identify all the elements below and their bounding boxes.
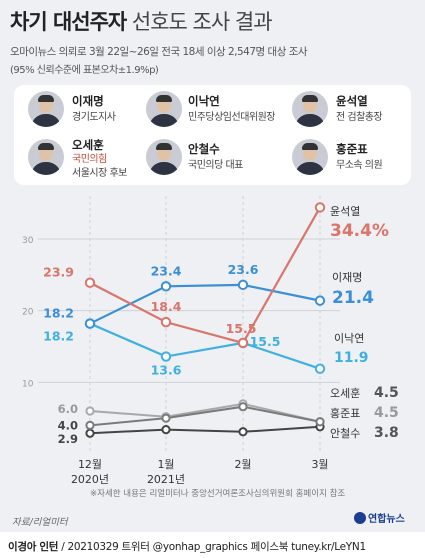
x-tick-label: 2021년 — [147, 473, 185, 486]
point-value-label: 6.0 — [58, 402, 78, 416]
line-chart: 10 20 30 12월 2020년 1월 2021년 2월 3월 23.9 18.4 15.5 18.… — [22, 196, 399, 499]
point-value-label: 18.4 — [151, 299, 182, 314]
data-point — [315, 417, 325, 427]
point-value-label: 4.0 — [58, 418, 78, 432]
series-line-홍준표 — [89, 402, 321, 423]
series-name-label: 안철수 — [330, 427, 360, 440]
subtitle-margin: (95% 신뢰수준에 표본오차±1.9%p) — [10, 65, 159, 76]
footer-rest: / 20210329 트위터 @yonhap_graphics 페이스북 tun… — [61, 541, 366, 553]
subtitle-survey: 오마이뉴스 의뢰로 3월 22일~26일 전국 18세 이상 2,547명 대상… — [10, 46, 308, 58]
data-point — [84, 277, 96, 288]
chart-note: ※자세한 내용은 리얼미터나 중앙선거여론조사심의위원회 홈페이지 참조 — [90, 488, 345, 499]
chart-title: 차기 대선주자 선호도 조사 결과 — [10, 6, 273, 36]
series-line-안철수 — [89, 425, 321, 435]
point-value-label: 18.2 — [43, 306, 74, 321]
candidate-role: 무소속 의원 — [336, 160, 383, 171]
data-point — [85, 420, 95, 430]
y-tick-label: 30 — [22, 236, 34, 246]
portrait-icon — [292, 91, 328, 127]
data-point — [84, 318, 96, 329]
title-bold: 차기 대선주자 — [10, 10, 127, 34]
series-end-value: 3.8 — [374, 425, 399, 441]
y-tick-label: 20 — [22, 308, 34, 318]
yonhap-logo-icon — [354, 512, 366, 524]
data-point — [314, 295, 326, 306]
point-value-label: 15.5 — [250, 334, 281, 349]
candidate-role: 국민의힘 — [72, 154, 107, 165]
portrait-icon — [28, 139, 64, 175]
x-tick-label: 12월 — [78, 458, 102, 471]
yonhap-logo: 연합뉴스 — [354, 510, 405, 525]
series-name-label: 윤석열 — [330, 205, 360, 218]
point-value-label: 23.9 — [43, 265, 74, 280]
series-name-label: 오세훈 — [330, 387, 360, 400]
portrait-icon — [292, 139, 328, 175]
series-name-label: 이재명 — [332, 271, 362, 284]
candidate-name: 이낙연 — [188, 94, 220, 108]
data-point — [160, 316, 172, 328]
footer-author: 이경아 인턴 — [8, 541, 59, 553]
source-label: 자료/리얼미터 — [12, 517, 68, 528]
data-point — [314, 363, 326, 374]
footer-text: 이경아 인턴 / 20210329 트위터 @yonhap_graphics 페… — [8, 539, 366, 554]
title-rest: 선호도 조사 결과 — [131, 10, 273, 34]
candidate-name: 오세훈 — [72, 138, 104, 152]
data-point — [237, 337, 249, 349]
series-end-value: 21.4 — [332, 288, 374, 308]
series-end-value: 34.4% — [330, 221, 389, 241]
candidate-panel: 이재명 경기도지사 이낙연 민주당상임선대위원장 윤석열 전 검찰총장 오세훈 … — [14, 85, 411, 185]
data-point — [85, 406, 95, 416]
series-end-value: 4.5 — [374, 385, 399, 401]
data-point — [160, 351, 172, 362]
candidate-role-2: 서울시장 후보 — [72, 168, 127, 179]
data-point — [85, 428, 95, 438]
series-end-value: 11.9 — [334, 350, 369, 366]
series-name-label: 홍준표 — [330, 406, 360, 420]
x-tick-label: 1월 — [157, 458, 174, 471]
data-point — [161, 425, 171, 435]
series-line-윤석열 — [89, 206, 321, 345]
x-tick-label: 2020년 — [71, 473, 109, 486]
data-point — [161, 413, 171, 423]
candidate-role: 전 검찰총장 — [336, 112, 383, 123]
data-point — [237, 279, 249, 291]
data-point — [238, 427, 248, 437]
data-point — [238, 402, 248, 412]
portrait-icon — [146, 91, 182, 127]
point-value-label: 18.2 — [43, 329, 74, 344]
point-value-label: 2.9 — [58, 432, 78, 446]
candidate-name: 이재명 — [72, 94, 104, 108]
portrait-icon — [28, 91, 64, 127]
candidate-name: 윤석열 — [336, 94, 368, 108]
series-line-오세훈 — [89, 405, 321, 427]
series-line-이재명 — [89, 283, 321, 325]
candidate-name: 안철수 — [188, 142, 220, 156]
data-point — [314, 202, 326, 213]
x-tick-label: 3월 — [311, 458, 328, 471]
data-point — [160, 281, 172, 292]
logo-text: 연합뉴스 — [368, 514, 405, 525]
point-value-label: 23.6 — [228, 262, 259, 277]
y-tick-label: 10 — [22, 379, 34, 389]
candidate-role: 민주당상임선대위원장 — [188, 112, 276, 123]
portrait-icon — [146, 139, 182, 175]
point-value-label: 23.4 — [151, 263, 182, 278]
footer-bar: 이경아 인턴 / 20210329 트위터 @yonhap_graphics 페… — [0, 532, 425, 558]
candidate-name: 홍준표 — [336, 142, 368, 156]
candidate-role: 경기도지사 — [72, 112, 116, 123]
series-end-value: 4.5 — [374, 405, 399, 421]
point-value-label: 13.6 — [151, 363, 182, 378]
point-value-label: 15.5 — [226, 321, 257, 336]
candidate-role: 국민의당 대표 — [188, 160, 243, 171]
series-name-label: 이낙연 — [334, 332, 364, 345]
series-line-이낙연 — [89, 322, 321, 370]
x-tick-label: 2월 — [234, 458, 251, 471]
